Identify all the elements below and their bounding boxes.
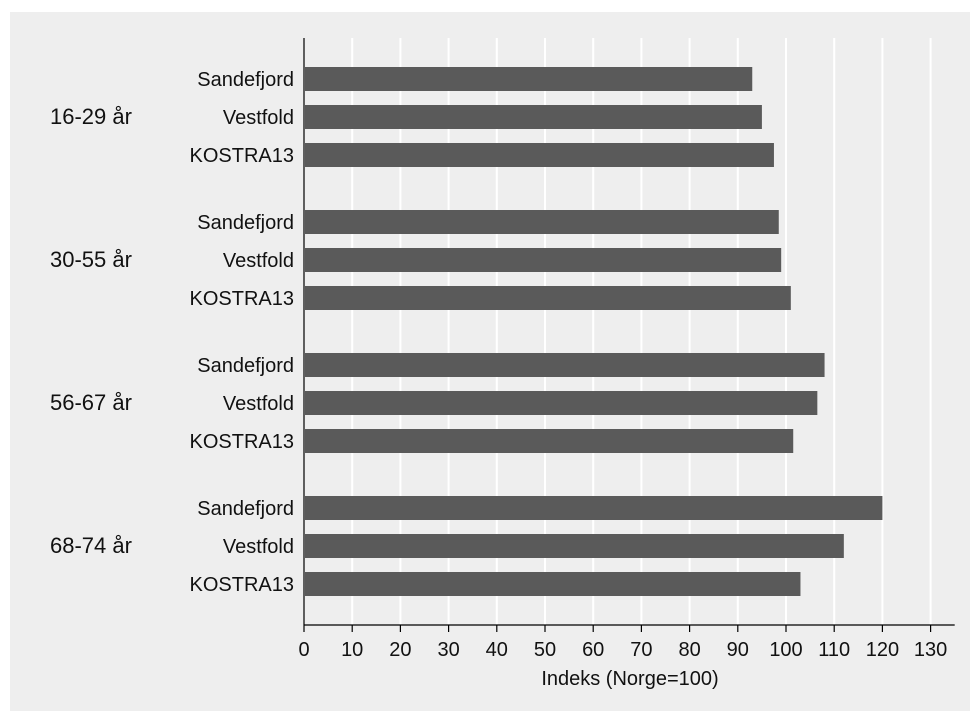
bar-category-label: Sandefjord [197,212,294,234]
group-label: 56-67 år [50,390,132,415]
bar-category-label: Vestfold [223,107,294,129]
x-tick-label: 120 [866,639,899,661]
x-tick-label: 80 [678,639,700,661]
bars [305,67,883,596]
bar-category-label: Sandefjord [197,498,294,520]
x-tick-label: 0 [298,639,309,661]
x-tick-label: 100 [769,639,802,661]
bar [305,248,782,272]
bar [305,429,794,453]
axes [303,38,955,626]
x-tick-label: 110 [818,639,850,661]
bar [305,496,883,520]
bar-category-label: Vestfold [223,393,294,415]
x-tick-label: 60 [582,639,604,661]
x-tick-label: 70 [630,639,652,661]
x-ticks: 0 10 20 30 40 50 60 70 80 90 100 110 120 130 [298,625,947,661]
bar [305,534,844,558]
x-tick-label: 10 [341,639,363,661]
bar-category-label: Vestfold [223,250,294,272]
bar-category-label: KOSTRA13 [190,574,294,596]
bar-category-label: Sandefjord [197,69,294,91]
bar-category-label: Vestfold [223,536,294,558]
x-tick-label: 20 [389,639,411,661]
bar [305,572,801,596]
x-tick-label: 40 [486,639,508,661]
bar-labels: Sandefjord Vestfold KOSTRA13 Sandefjord Vest… [190,69,294,596]
bar [305,67,753,91]
bar [305,286,791,310]
bar-category-label: KOSTRA13 [190,288,294,310]
group-label: 68-74 år [50,533,132,558]
x-axis-title: Indeks (Norge=100) [541,668,718,690]
group-label: 30-55 år [50,247,132,272]
group-label: 16-29 år [50,104,132,129]
bar [305,353,825,377]
bar-category-label: KOSTRA13 [190,145,294,167]
bar [305,210,779,234]
group-labels: 16-29 år 30-55 år 56-67 år 68-74 år [50,104,132,558]
bar-category-label: Sandefjord [197,355,294,377]
bar [305,143,774,167]
grid-lines [351,38,932,625]
x-tick-label: 30 [437,639,459,661]
x-tick-label: 50 [534,639,556,661]
bar [305,105,762,129]
bar [305,391,818,415]
bar-category-label: KOSTRA13 [190,431,294,453]
x-tick-label: 130 [914,639,947,661]
x-tick-label: 90 [727,639,749,661]
